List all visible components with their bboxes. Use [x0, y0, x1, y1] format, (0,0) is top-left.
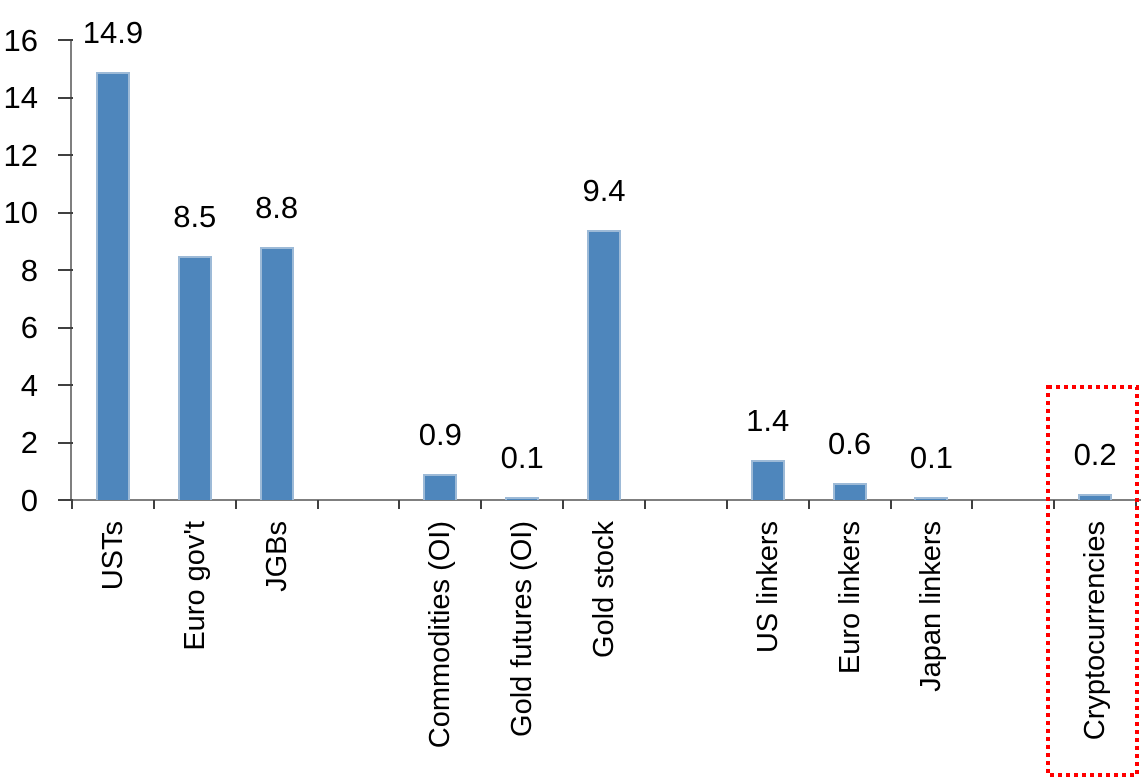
x-axis-tick — [1135, 500, 1138, 509]
category-label: US linkers — [751, 521, 784, 654]
y-axis-tick — [58, 96, 73, 99]
bar — [423, 474, 458, 500]
category-label: Japan linkers — [915, 521, 948, 692]
bar-value-label: 0.1 — [909, 440, 953, 476]
y-axis-tick — [58, 269, 73, 271]
highlight-rect — [1046, 385, 1139, 777]
bar — [177, 255, 212, 500]
x-axis-tick — [1053, 500, 1056, 509]
y-axis-tick — [58, 326, 73, 329]
bar — [832, 482, 867, 500]
y-axis-tick — [58, 211, 73, 214]
bar-value-label: 1.4 — [746, 402, 790, 438]
category-label: JGBs — [260, 521, 293, 592]
y-axis-tick-label: 2 — [20, 425, 38, 460]
category-label: Euro linkers — [833, 521, 866, 675]
x-axis-tick — [398, 500, 401, 509]
y-axis-tick-label: 14 — [3, 80, 38, 115]
x-axis-tick — [71, 500, 73, 509]
y-axis-tick — [58, 441, 73, 444]
category-label: USTs — [96, 521, 129, 591]
x-axis-tick — [316, 500, 319, 509]
x-axis-tick — [480, 500, 483, 509]
x-axis-tick — [152, 500, 155, 509]
bar-value-label: 0.9 — [418, 417, 462, 453]
y-axis-tick-label: 6 — [20, 310, 38, 345]
bar — [587, 229, 622, 500]
y-axis-tick-label: 4 — [20, 367, 38, 403]
bar-value-label: 9.4 — [582, 172, 626, 208]
y-axis-tick — [58, 384, 73, 386]
bar — [1078, 494, 1113, 500]
bar — [914, 497, 949, 500]
bar-value-label: 8.5 — [173, 198, 217, 234]
category-label: Gold stock — [588, 521, 621, 658]
bar-value-label: 0.6 — [828, 425, 872, 461]
x-axis-tick — [807, 500, 810, 509]
x-axis-tick — [643, 500, 646, 509]
category-label: Euro gov't — [178, 521, 211, 651]
bar — [259, 247, 294, 500]
y-axis-tick — [58, 39, 73, 41]
bar-value-label: 0.2 — [1073, 437, 1117, 473]
x-axis-line — [70, 499, 1141, 501]
bar — [505, 497, 540, 500]
highlight-box — [1046, 385, 1139, 777]
bar-value-label: 0.1 — [500, 440, 544, 476]
bar — [95, 71, 130, 500]
y-axis-tick — [58, 499, 73, 501]
y-axis-tick-label: 12 — [3, 137, 38, 173]
y-axis-tick-label: 16 — [3, 22, 38, 58]
x-axis-tick — [725, 500, 728, 509]
bar-value-label: 14.9 — [82, 14, 144, 50]
x-axis-tick — [562, 500, 565, 509]
x-axis-tick — [971, 500, 974, 509]
bar — [750, 459, 785, 500]
x-axis-tick — [889, 500, 892, 509]
category-label: Commodities (OI) — [424, 521, 457, 749]
y-axis-tick-label: 0 — [20, 482, 38, 518]
category-label: Gold futures (OI) — [506, 521, 539, 737]
y-axis-tick-label: 10 — [3, 195, 38, 230]
x-axis-tick — [234, 500, 237, 509]
bar-value-label: 8.8 — [255, 190, 299, 225]
y-axis-tick-label: 8 — [20, 252, 38, 288]
y-axis-tick — [58, 154, 73, 156]
